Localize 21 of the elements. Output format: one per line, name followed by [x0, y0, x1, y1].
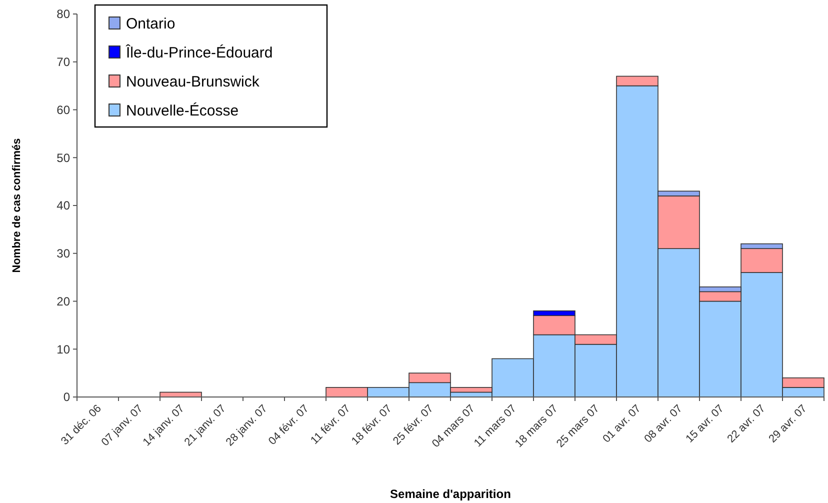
x-tick-label: 22 avr. 07: [725, 402, 768, 446]
y-tick-label: 40: [56, 198, 70, 213]
x-tick-label: 29 avr. 07: [766, 402, 810, 446]
y-tick-label: 50: [56, 150, 70, 165]
y-tick-label: 0: [63, 390, 70, 404]
y-tick-label: 60: [56, 102, 70, 117]
x-tick-label: 01 avr. 07: [600, 402, 644, 446]
y-tick-label: 20: [56, 294, 70, 308]
legend-label: Nouvelle-Écosse: [126, 101, 239, 120]
x-tick-label: 04 févr. 07: [266, 402, 312, 448]
x-axis-title: Semaine d'apparition: [390, 487, 511, 501]
legend-label: Île-du-Prince-Édouard: [125, 43, 273, 62]
y-tick-label: 70: [56, 55, 70, 70]
x-tick-label: 08 avr. 07: [642, 402, 685, 446]
legend-label: Nouveau-Brunswick: [126, 73, 260, 90]
y-axis-title: Nombre de cas confirmés: [11, 138, 23, 273]
y-tick-label: 30: [56, 246, 70, 261]
y-tick-label: 80: [56, 7, 70, 22]
y-tick-label: 10: [56, 342, 70, 356]
x-tick-label: 15 avr. 07: [684, 402, 726, 446]
legend-label: Ontario: [126, 15, 176, 32]
